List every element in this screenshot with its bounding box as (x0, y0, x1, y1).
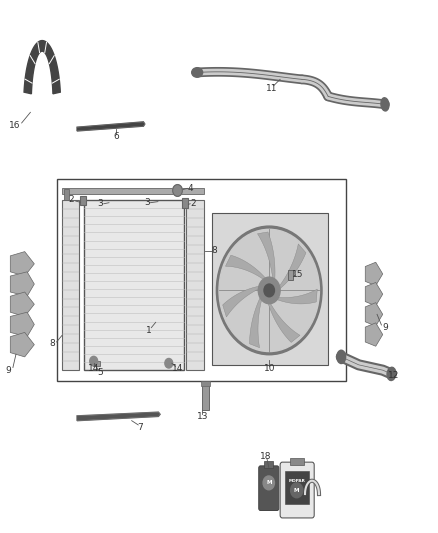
Text: 1: 1 (146, 326, 152, 335)
Text: 9: 9 (382, 323, 388, 332)
Ellipse shape (192, 68, 203, 77)
Polygon shape (11, 252, 34, 276)
Circle shape (264, 284, 275, 297)
Bar (57, 179, 346, 381)
Ellipse shape (337, 350, 346, 364)
Bar (202, 383, 208, 410)
Bar (212, 213, 328, 365)
Polygon shape (267, 301, 300, 342)
Text: 2: 2 (190, 199, 196, 208)
Text: 11: 11 (265, 84, 277, 93)
Circle shape (90, 357, 98, 366)
Bar (62, 188, 204, 193)
FancyBboxPatch shape (259, 466, 279, 511)
Polygon shape (258, 232, 275, 282)
Bar (186, 200, 204, 370)
Text: 3: 3 (97, 199, 103, 208)
Ellipse shape (387, 367, 396, 381)
Text: 15: 15 (292, 270, 304, 279)
Circle shape (219, 229, 319, 352)
Polygon shape (11, 312, 34, 337)
Bar (201, 381, 210, 386)
Bar (290, 458, 304, 465)
Text: 13: 13 (197, 412, 208, 421)
Polygon shape (223, 286, 261, 317)
Polygon shape (77, 412, 160, 421)
Text: 7: 7 (138, 423, 143, 432)
Circle shape (216, 226, 322, 355)
Circle shape (173, 184, 182, 196)
Polygon shape (11, 292, 34, 317)
Ellipse shape (381, 98, 389, 111)
Circle shape (258, 277, 280, 304)
Text: 16: 16 (9, 121, 21, 130)
Polygon shape (250, 295, 262, 348)
Bar (84, 200, 184, 370)
Circle shape (165, 359, 173, 368)
Text: 4: 4 (188, 184, 194, 193)
Text: M: M (266, 480, 272, 486)
Polygon shape (278, 244, 306, 290)
Text: 12: 12 (388, 371, 399, 380)
Polygon shape (226, 255, 267, 281)
Bar (93, 361, 100, 367)
Text: 5: 5 (97, 368, 103, 377)
Text: 2: 2 (69, 195, 74, 204)
Polygon shape (24, 41, 60, 94)
Text: 3: 3 (144, 198, 150, 207)
Circle shape (263, 476, 275, 490)
Bar (62, 200, 79, 370)
Text: 10: 10 (264, 364, 275, 373)
Bar (265, 461, 273, 468)
Bar (285, 471, 308, 504)
Text: M: M (294, 488, 300, 493)
Bar (80, 196, 86, 205)
Polygon shape (11, 272, 34, 296)
Polygon shape (365, 262, 383, 286)
Text: 14: 14 (88, 364, 99, 373)
Text: 14: 14 (172, 364, 183, 373)
Text: MOPAR: MOPAR (288, 479, 305, 483)
Bar (182, 198, 188, 208)
Polygon shape (77, 122, 145, 131)
Polygon shape (365, 303, 383, 326)
Text: 8: 8 (49, 339, 55, 348)
Bar (64, 189, 69, 200)
FancyBboxPatch shape (280, 462, 314, 518)
Polygon shape (11, 333, 34, 357)
Text: 6: 6 (113, 132, 119, 141)
Text: 8: 8 (212, 246, 218, 255)
Polygon shape (365, 282, 383, 306)
Polygon shape (275, 289, 317, 304)
Circle shape (290, 483, 303, 498)
Text: 9: 9 (6, 366, 11, 375)
Text: 18: 18 (261, 452, 272, 461)
Polygon shape (365, 323, 383, 346)
Bar (288, 270, 293, 280)
